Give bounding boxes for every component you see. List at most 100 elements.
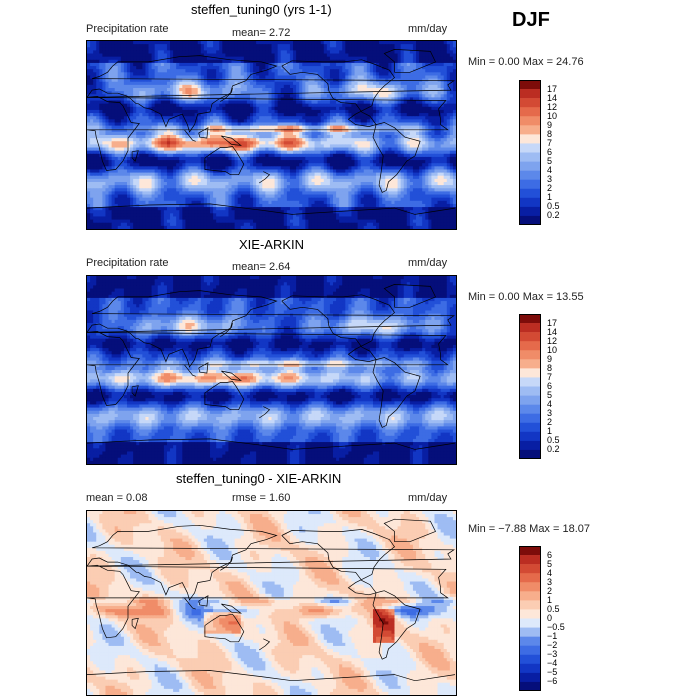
- map-cell: [87, 69, 91, 73]
- map-cell: [394, 44, 398, 48]
- map-cell: [222, 128, 226, 133]
- map-cell: [323, 69, 328, 73]
- map-cell: [274, 119, 279, 123]
- map-cell: [394, 150, 398, 155]
- map-cell: [136, 66, 140, 70]
- map-cell: [280, 131, 285, 136]
- map-cell: [265, 135, 269, 139]
- map-cell: [246, 138, 251, 142]
- map-cell: [206, 160, 211, 164]
- map-cell: [323, 135, 328, 139]
- map-cell: [179, 147, 183, 152]
- map-cell: [333, 103, 337, 108]
- map-cell: [99, 144, 103, 148]
- map-cell: [173, 69, 177, 73]
- map-cell: [231, 69, 236, 73]
- map-cell: [397, 72, 402, 76]
- map-cell: [283, 78, 288, 83]
- map-cell: [452, 156, 456, 161]
- map-cell: [400, 160, 405, 164]
- map-cell: [446, 144, 451, 148]
- map-cell: [240, 59, 245, 64]
- map-cell: [385, 153, 389, 158]
- map-cell: [354, 160, 359, 164]
- map-cell: [123, 128, 128, 133]
- map-cell: [253, 69, 257, 73]
- map-cell: [130, 72, 134, 76]
- map-cell: [173, 138, 177, 142]
- map-cell: [354, 128, 359, 133]
- map-cell: [160, 69, 165, 73]
- map-cell: [87, 47, 91, 51]
- map-cell: [160, 44, 165, 48]
- map-cell: [333, 75, 337, 79]
- map-cell: [336, 103, 340, 108]
- map-cell: [136, 69, 140, 73]
- map-cell: [130, 97, 134, 101]
- map-cell: [130, 128, 134, 133]
- map-cell: [372, 66, 377, 70]
- map-cell: [419, 53, 423, 58]
- map-cell: [452, 72, 456, 76]
- map-cell: [259, 122, 263, 126]
- map-cell: [416, 59, 420, 64]
- map-cell: [265, 72, 269, 76]
- map-cell: [409, 53, 414, 58]
- map-cell: [200, 78, 205, 83]
- map-cell: [160, 47, 165, 51]
- map-cell: [262, 138, 266, 142]
- map-cell: [179, 131, 183, 136]
- map-cell: [311, 81, 315, 86]
- map-cell: [302, 103, 306, 108]
- map-cell: [225, 166, 229, 170]
- map-cell: [197, 91, 202, 95]
- map-cell: [339, 44, 343, 48]
- map-cell: [191, 163, 196, 167]
- map-cell: [262, 44, 266, 48]
- map-cell: [182, 109, 186, 114]
- map-cell: [170, 147, 174, 152]
- map-cell: [222, 72, 226, 76]
- map-cell: [351, 160, 355, 164]
- map-cell: [369, 81, 374, 86]
- map-cell: [213, 81, 217, 86]
- map-cell: [363, 131, 368, 136]
- map-cell: [403, 97, 408, 101]
- map-cell: [268, 66, 272, 70]
- map-cell: [351, 138, 355, 142]
- map-cell: [336, 128, 340, 133]
- map-cell: [271, 109, 275, 114]
- map-cell: [400, 163, 405, 167]
- map-cell: [225, 113, 229, 117]
- map-cell: [213, 97, 217, 101]
- map-cell: [388, 153, 392, 158]
- map-cell: [188, 75, 192, 79]
- map-cell: [397, 119, 402, 123]
- map-cell: [243, 78, 248, 83]
- map-cell: [246, 41, 251, 45]
- map-cell: [363, 56, 368, 61]
- map-cell: [354, 103, 359, 108]
- map-cell: [240, 144, 245, 148]
- map-cell: [382, 122, 386, 126]
- map-cell: [120, 69, 125, 73]
- map-cell: [452, 144, 456, 148]
- map-cell: [228, 106, 232, 111]
- map-cell: [206, 72, 211, 76]
- map-cell: [231, 84, 236, 89]
- map-cell: [333, 100, 337, 105]
- map-cell: [166, 113, 171, 117]
- map-cell: [409, 75, 414, 79]
- map-cell: [357, 166, 362, 170]
- map-cell: [311, 84, 315, 89]
- map-cell: [412, 62, 417, 67]
- map-cell: [188, 97, 192, 101]
- map-cell: [274, 88, 279, 92]
- map-cell: [154, 119, 159, 123]
- map-cell: [403, 135, 408, 139]
- map-cell: [237, 113, 242, 117]
- map-cell: [320, 41, 325, 45]
- map-cell: [357, 153, 362, 158]
- map-cell: [403, 72, 408, 76]
- map-cell: [133, 122, 137, 126]
